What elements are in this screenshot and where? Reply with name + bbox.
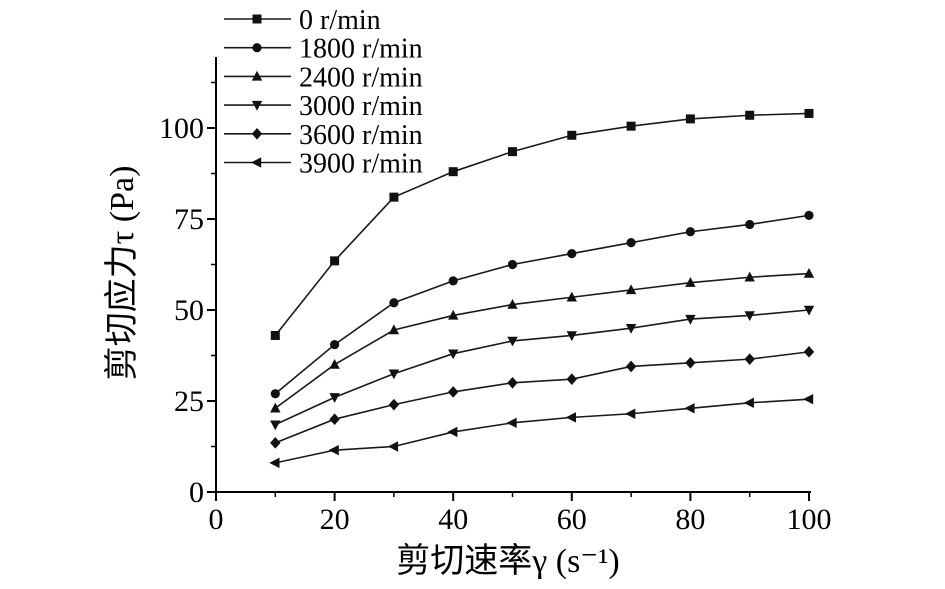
series-line-0: [274, 112, 810, 336]
series-5-marker: [743, 397, 754, 409]
legend-label: 3600 r/min: [299, 120, 423, 151]
series-3-marker: [507, 336, 518, 347]
legend-label: 0 r/min: [299, 5, 381, 36]
series-1-marker: [626, 238, 636, 248]
series-5-marker: [803, 393, 814, 405]
series-0-marker: [330, 256, 340, 266]
series-1-marker: [330, 339, 340, 350]
series-line-4: [275, 351, 810, 444]
series-1-marker: [448, 276, 458, 286]
series-4-marker: [388, 398, 400, 411]
legend-marker: [251, 70, 263, 81]
series-3-marker: [744, 311, 755, 322]
series-5-marker: [269, 457, 280, 469]
series-5-marker: [506, 417, 517, 429]
series-4-marker: [625, 360, 637, 373]
series-2-marker: [685, 277, 696, 287]
legend-label: 2400 r/min: [299, 62, 423, 93]
series-line-5: [275, 398, 810, 464]
x-axis-title: 剪切速率γ (s⁻¹): [396, 542, 620, 580]
series-4-marker: [270, 437, 281, 449]
x-tick-label: 20: [320, 503, 350, 536]
series-2-marker: [329, 359, 340, 369]
series-2-marker: [507, 298, 518, 309]
series-4-marker: [566, 373, 577, 385]
legend-label: 3000 r/min: [299, 91, 423, 122]
x-tick-label: 100: [787, 503, 832, 536]
series-line-3: [274, 309, 810, 426]
legend-marker: [251, 157, 262, 168]
series-1-marker: [507, 259, 518, 270]
series-4-marker: [744, 353, 755, 365]
series-0-marker: [685, 114, 695, 124]
series-0-marker: [508, 147, 517, 157]
y-tick-label: 75: [174, 203, 204, 236]
series-0-marker: [567, 130, 577, 140]
series-3-marker: [625, 324, 637, 334]
legend-marker: [251, 128, 263, 140]
series-2-marker: [803, 268, 815, 278]
y-tick-label: 100: [159, 112, 204, 145]
series-5-marker: [565, 412, 576, 423]
series-3-marker: [566, 331, 577, 342]
series-0-marker: [389, 192, 399, 202]
series-5-marker: [447, 426, 458, 438]
series-2-marker: [448, 309, 459, 320]
series-4-marker: [329, 413, 340, 425]
series-5-marker: [684, 403, 695, 414]
series-0-marker: [448, 167, 458, 177]
series-3-marker: [685, 314, 696, 325]
series-5-marker: [387, 441, 399, 452]
series-1-marker: [745, 219, 755, 230]
series-2-marker: [566, 291, 577, 302]
series-1-marker: [389, 298, 399, 308]
x-tick-label: 40: [438, 503, 468, 536]
series-0-marker: [804, 108, 814, 118]
series-3-marker: [388, 369, 400, 380]
series-5-marker: [625, 408, 636, 419]
y-axis-title: 剪切应力τ (Pa): [103, 166, 141, 381]
y-tick-label: 50: [174, 294, 204, 327]
x-tick-label: 60: [557, 503, 587, 536]
series-2-marker: [625, 284, 637, 295]
series-4-marker: [448, 386, 459, 398]
legend-marker: [251, 100, 263, 111]
series-1-marker: [270, 389, 280, 399]
series-0-marker: [270, 330, 280, 340]
series-4-marker: [507, 377, 518, 389]
series-2-marker: [744, 271, 755, 282]
legend-marker: [252, 43, 262, 53]
legend-label: 1800 r/min: [299, 34, 423, 65]
x-tick-label: 80: [675, 503, 705, 536]
legend-marker: [252, 14, 262, 24]
series-3-marker: [329, 393, 340, 403]
series-4-marker: [803, 346, 815, 358]
series-0-marker: [626, 121, 636, 131]
legend-label: 3900 r/min: [299, 149, 423, 180]
series-4-marker: [685, 356, 696, 369]
series-3-marker: [803, 305, 815, 316]
series-5-marker: [328, 444, 339, 456]
series-1-marker: [685, 227, 696, 237]
x-tick-label: 0: [209, 503, 224, 536]
y-tick-label: 0: [189, 476, 204, 509]
y-tick-label: 25: [174, 385, 204, 418]
series-1-marker: [804, 210, 814, 220]
series-0-marker: [745, 110, 755, 120]
series-3-marker: [270, 420, 281, 431]
series-3-marker: [448, 349, 459, 360]
series-1-marker: [567, 248, 577, 259]
series-2-marker: [388, 324, 400, 335]
series-line-2: [274, 272, 810, 409]
series-2-marker: [270, 402, 281, 413]
series-line-1: [274, 214, 810, 395]
